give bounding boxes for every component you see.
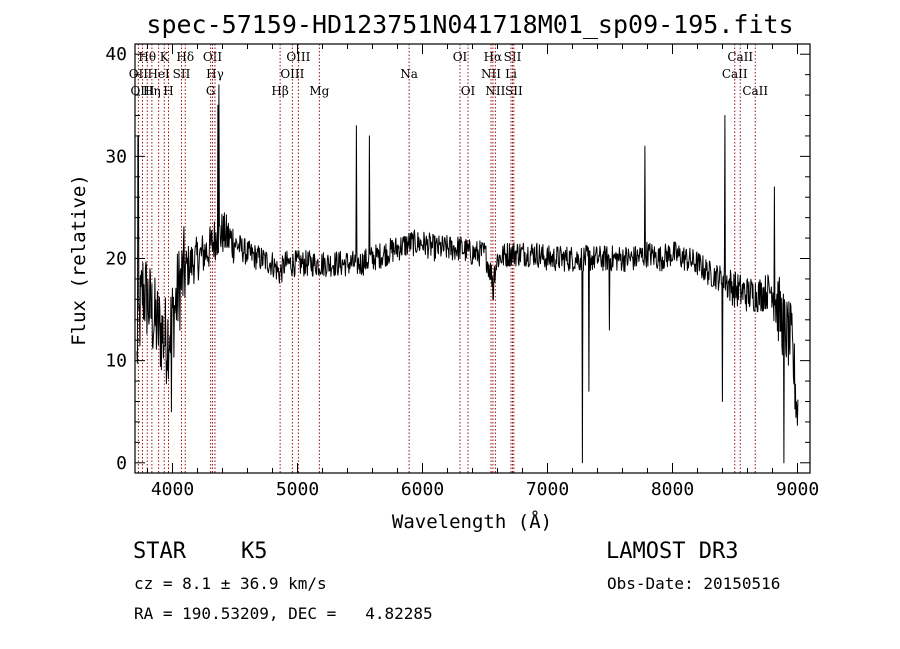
emission-line-label: CaII	[722, 67, 748, 81]
x-tick-label: 5000	[276, 479, 319, 500]
x-tick-label: 4000	[151, 479, 194, 500]
y-tick-label: 20	[105, 249, 127, 270]
emission-line-label: NII	[485, 84, 505, 98]
emission-line-label: OI	[461, 84, 476, 98]
redshift-readout: cz = 8.1 ± 36.9 km/s	[134, 574, 327, 593]
emission-line-label: Mg	[309, 84, 329, 98]
emission-line-label: Li	[505, 67, 517, 81]
object-class: STAR	[133, 539, 186, 564]
emission-line-label: HeI	[147, 67, 170, 81]
x-tick-label: 9000	[776, 479, 819, 500]
emission-line-label: CaII	[727, 50, 753, 64]
spectral-subclass: K5	[241, 539, 268, 564]
survey-name: LAMOST DR3	[606, 539, 739, 564]
y-tick-label: 40	[105, 44, 127, 65]
emission-line-label: OII	[129, 67, 149, 81]
emission-line-label: OIII	[286, 50, 310, 64]
emission-line-label: K	[160, 50, 170, 64]
x-tick-label: 8000	[651, 479, 694, 500]
y-axis-label: Flux (relative)	[68, 174, 90, 346]
emission-line-label: SII	[173, 67, 191, 81]
emission-line-label: OIII	[130, 84, 154, 98]
emission-line-label: H	[163, 84, 173, 98]
emission-line-label: Hβ	[271, 84, 288, 98]
coordinates-readout: RA = 190.53209, DEC = 4.82285	[134, 604, 433, 623]
axis-ticks: 4000 5000 6000 7000 8000 9000 0 10 20 30 40	[105, 44, 819, 500]
observation-date: Obs-Date: 20150516	[607, 574, 781, 593]
emission-line-label: G	[206, 84, 216, 98]
x-axis-label: Wavelength (Å)	[392, 510, 552, 533]
y-tick-label: 30	[105, 146, 127, 167]
emission-line-label: Hδ	[176, 50, 194, 64]
emission-line-label: Hη	[143, 84, 161, 98]
y-tick-label: 0	[116, 453, 127, 474]
emission-line-label: Hα	[484, 50, 503, 64]
emission-line-label: CaII	[742, 84, 768, 98]
chart-title: spec-57159-HD123751N041718M01_sp09-195.f…	[146, 10, 793, 39]
emission-line-label: SII	[504, 50, 522, 64]
emission-line-label: NII	[481, 67, 501, 81]
x-tick-label: 7000	[526, 479, 569, 500]
emission-line-label: Hγ	[206, 67, 224, 81]
emission-line-label: SII	[505, 84, 523, 98]
spectrum-line	[136, 84, 799, 464]
y-tick-label: 10	[105, 351, 127, 372]
spectrum-trace	[136, 84, 799, 464]
emission-line-label: OIII	[280, 67, 304, 81]
emission-line-label: OI	[453, 50, 468, 64]
emission-line-label: Hθ	[138, 50, 156, 64]
emission-line-label: OII	[203, 50, 223, 64]
emission-line-label: Na	[400, 67, 418, 81]
x-tick-label: 6000	[401, 479, 444, 500]
